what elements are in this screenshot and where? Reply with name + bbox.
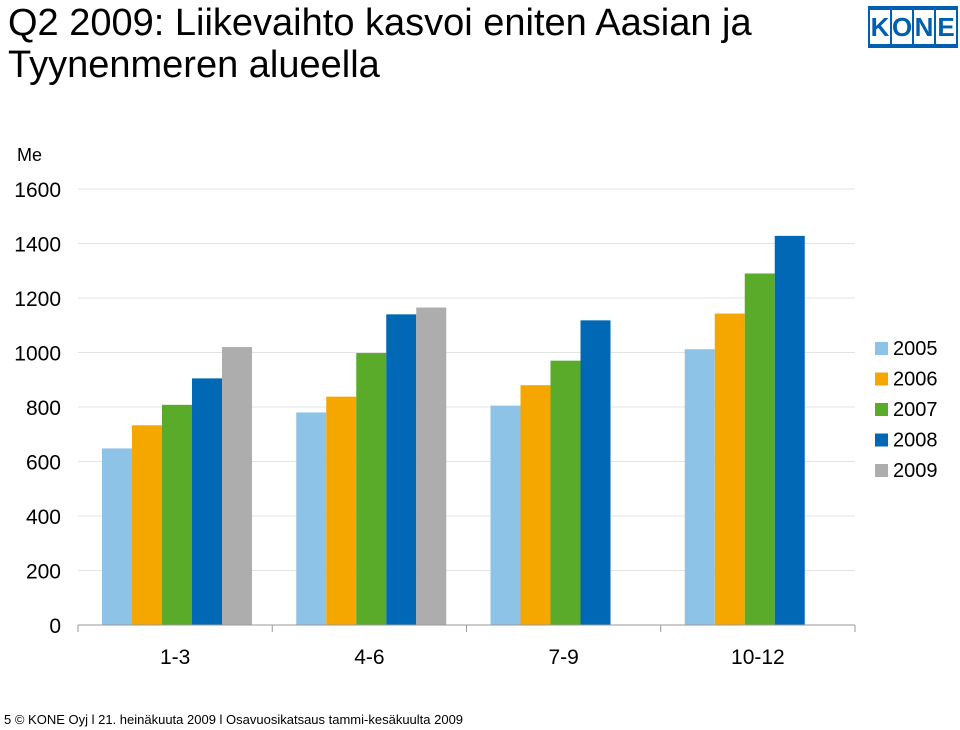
legend-swatch: [875, 464, 888, 477]
y-tick-label: 0: [49, 615, 61, 638]
legend-label: 2006: [893, 369, 938, 391]
legend-label: 2008: [893, 430, 938, 452]
bar: [580, 320, 611, 625]
x-tick-label: 4-6: [354, 646, 384, 669]
kone-logo: K O N E: [868, 6, 958, 48]
legend-swatch: [875, 342, 888, 355]
y-tick-label: 1200: [14, 288, 61, 311]
revenue-bar-chart: Me 0 200 400 600 800 1000 1200 1400 1600 1-3 4-6 7-9…: [14, 145, 938, 669]
logo-letter: E: [936, 10, 956, 44]
bar: [744, 273, 775, 625]
legend-swatch: [875, 433, 888, 447]
logo-letter: N: [914, 10, 934, 44]
logo-letter: K: [870, 10, 890, 44]
x-tick-label: 10-12: [731, 646, 785, 669]
bar: [774, 235, 805, 625]
logo-letter: O: [892, 10, 913, 44]
legend-swatch: [875, 372, 888, 386]
y-tick-label: 1000: [14, 343, 61, 366]
title-line-2: Tyynenmeren alueella: [8, 44, 380, 86]
y-tick-label: 1600: [14, 179, 61, 202]
y-tick-label: 200: [26, 561, 61, 584]
y-tick-label: 1400: [14, 234, 61, 257]
legend-label: 2005: [893, 338, 938, 360]
y-tick-label: 600: [26, 452, 61, 475]
legend-label: 2007: [893, 399, 938, 421]
bar: [222, 347, 252, 625]
bar: [520, 385, 551, 625]
bar: [102, 448, 132, 625]
bar: [714, 313, 745, 625]
y-tick-label: 400: [26, 506, 61, 529]
y-axis-label: Me: [17, 145, 42, 165]
bar: [356, 353, 387, 625]
legend-label: 2009: [893, 460, 938, 482]
bar: [416, 307, 447, 625]
bar: [192, 378, 222, 625]
y-tick-label: 800: [26, 397, 61, 420]
bar: [162, 404, 192, 625]
page-title: Q2 2009: Liikevaihto kasvoi eniten Aasia…: [8, 2, 848, 86]
bar: [490, 405, 521, 625]
title-line-1: Q2 2009: Liikevaihto kasvoi eniten Aasia…: [8, 2, 752, 44]
bar: [386, 314, 417, 625]
bar: [684, 349, 715, 625]
bar: [326, 396, 357, 625]
bar: [550, 360, 581, 625]
legend-swatch: [875, 403, 888, 416]
x-tick-label: 7-9: [548, 646, 578, 669]
bar: [296, 412, 327, 625]
bar: [132, 425, 162, 625]
footer-text: 5 © KONE Oyj l 21. heinäkuuta 2009 l Osa…: [4, 712, 464, 727]
x-tick-label: 1-3: [160, 646, 190, 669]
